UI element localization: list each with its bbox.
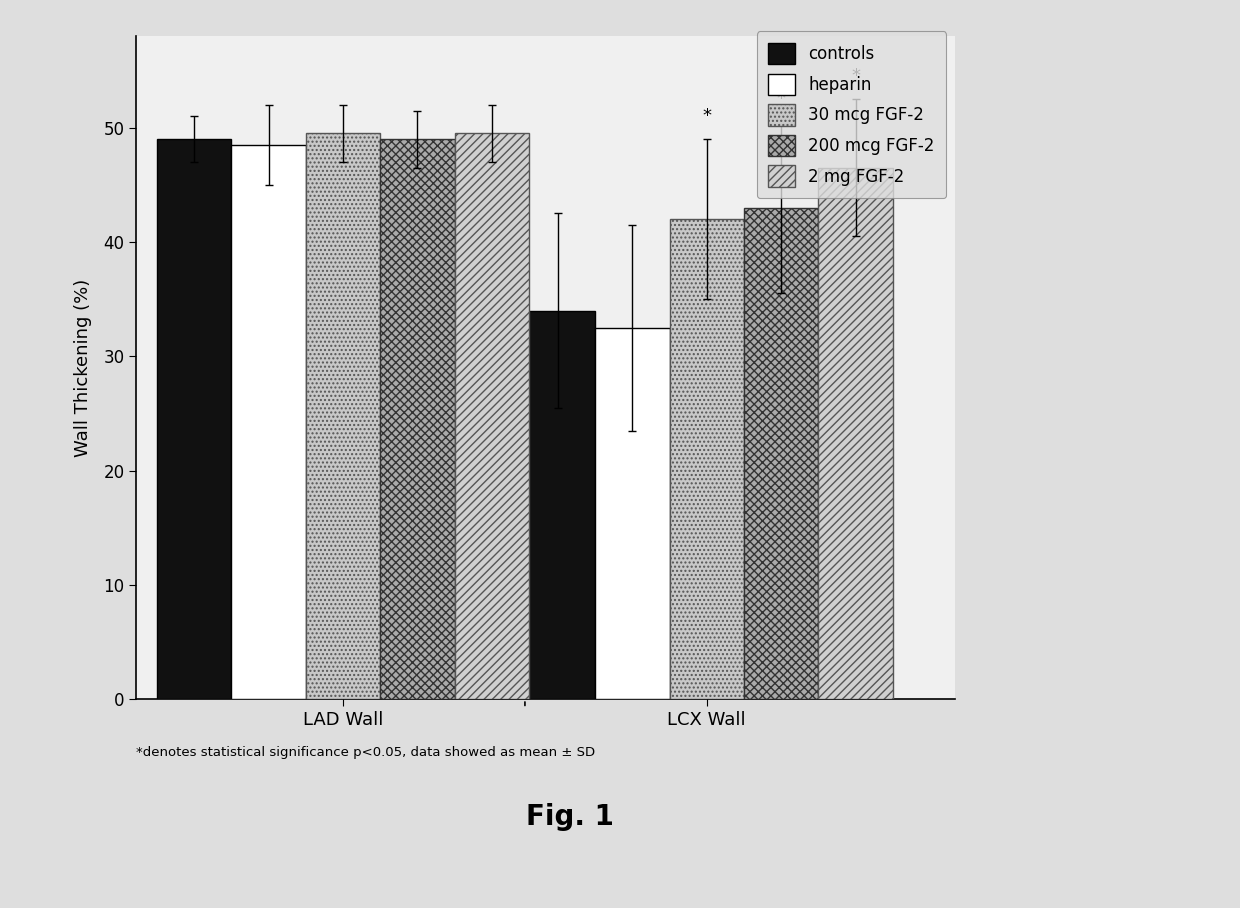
Bar (232, 145, 306, 699)
Bar (521, 311, 595, 699)
Text: *: * (776, 90, 786, 108)
Bar (157, 139, 232, 699)
Legend: controls, heparin, 30 mcg FGF-2, 200 mcg FGF-2, 2 mg FGF-2: controls, heparin, 30 mcg FGF-2, 200 mcg… (756, 32, 946, 199)
Bar (818, 168, 893, 699)
Bar (381, 139, 455, 699)
Bar (455, 133, 529, 699)
Bar (670, 219, 744, 699)
Bar (744, 208, 818, 699)
Text: Fig. 1: Fig. 1 (527, 804, 614, 831)
Text: *: * (702, 107, 712, 125)
Text: *denotes statistical significance p<0.05, data showed as mean ± SD: *denotes statistical significance p<0.05… (136, 745, 595, 758)
Bar (595, 328, 670, 699)
Text: *: * (851, 67, 861, 85)
Y-axis label: Wall Thickening (%): Wall Thickening (%) (74, 279, 92, 457)
Bar (306, 133, 381, 699)
